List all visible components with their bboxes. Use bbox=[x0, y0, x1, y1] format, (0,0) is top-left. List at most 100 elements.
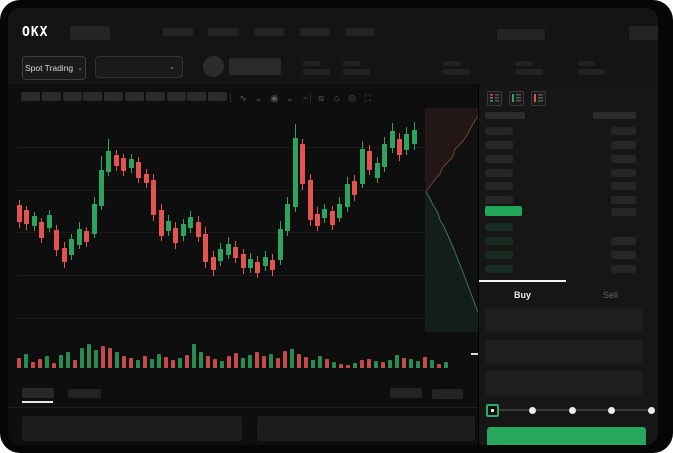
settings-icon[interactable]: ◎ bbox=[348, 93, 357, 103]
total-input-placeholder[interactable] bbox=[485, 371, 643, 395]
order-book-ask-row[interactable] bbox=[485, 182, 513, 190]
price-input-placeholder[interactable] bbox=[485, 309, 643, 331]
timeframe-button-placeholder[interactable] bbox=[145, 92, 165, 101]
bottom-action-placeholder[interactable] bbox=[390, 388, 422, 398]
order-book-bid-row[interactable] bbox=[485, 251, 513, 259]
order-book-ask-row[interactable] bbox=[485, 196, 513, 204]
volume-bar bbox=[73, 360, 77, 368]
chevron-down-icon[interactable]: ⌄ bbox=[254, 93, 263, 103]
slider-stop-dot[interactable] bbox=[648, 406, 655, 414]
order-book-bid-row[interactable] bbox=[485, 223, 513, 231]
fullscreen-icon[interactable]: ⛶ bbox=[364, 93, 371, 103]
candle-body bbox=[337, 204, 343, 218]
bottom-action-placeholder[interactable] bbox=[432, 389, 463, 399]
volume-bar bbox=[220, 361, 224, 368]
slider-stop-dot[interactable] bbox=[528, 406, 536, 414]
nav-item-placeholder[interactable] bbox=[163, 28, 193, 36]
line-tool-icon[interactable]: ~ bbox=[302, 93, 309, 103]
tab-buy[interactable]: Buy bbox=[513, 290, 531, 300]
order-book-bid-row[interactable] bbox=[485, 265, 513, 273]
stat-value-placeholder bbox=[343, 69, 370, 75]
order-book-size-bar[interactable] bbox=[611, 169, 636, 177]
stat-value-placeholder bbox=[303, 69, 330, 75]
amount-slider[interactable] bbox=[479, 402, 658, 418]
timeframe-button-placeholder[interactable] bbox=[83, 92, 103, 101]
order-book-ask-row[interactable] bbox=[485, 155, 513, 163]
bottom-divider bbox=[8, 407, 478, 408]
candle-body bbox=[315, 214, 320, 226]
volume-bar bbox=[423, 357, 427, 368]
logo-adjacent-placeholder bbox=[70, 26, 110, 40]
tab-sell[interactable]: Sell bbox=[602, 290, 618, 300]
bids-only-icon[interactable] bbox=[509, 91, 524, 106]
combined-book-icon[interactable] bbox=[487, 91, 502, 106]
volume-bar bbox=[374, 361, 378, 368]
instrument-type-dropdown[interactable]: Spot Trading ⌄ bbox=[22, 56, 86, 80]
order-book-size-bar[interactable] bbox=[611, 208, 636, 216]
nav-item-placeholder[interactable] bbox=[254, 28, 284, 36]
nav-item-placeholder[interactable] bbox=[300, 28, 330, 36]
okx-logo[interactable]: OKX bbox=[22, 25, 49, 40]
indicators-icon[interactable]: ◉ bbox=[270, 93, 279, 103]
depth-chart-svg bbox=[425, 108, 480, 332]
candle-body bbox=[91, 204, 97, 234]
chart-area[interactable]: ∿ ⌄ ◉ ⌄ ~ ⧅ ⌂ ◎ ⛶ bbox=[8, 84, 480, 445]
volume-bar bbox=[290, 349, 294, 368]
timeframe-button-placeholder[interactable] bbox=[208, 92, 228, 101]
order-book-size-bar[interactable] bbox=[611, 141, 636, 149]
candle-body bbox=[225, 244, 231, 255]
header-action-placeholder[interactable] bbox=[629, 26, 658, 40]
slider-stop-dot[interactable] bbox=[568, 406, 576, 414]
timeframe-button-placeholder[interactable] bbox=[166, 92, 186, 101]
nav-item-placeholder[interactable] bbox=[345, 28, 375, 36]
timeframe-button-placeholder[interactable] bbox=[41, 92, 61, 101]
timeframe-button-placeholder[interactable] bbox=[104, 92, 124, 101]
candle-body bbox=[307, 180, 313, 220]
chevron-down-icon[interactable]: ⌄ bbox=[286, 93, 294, 103]
order-book-size-bar[interactable] bbox=[611, 196, 636, 204]
order-book-size-bar[interactable] bbox=[611, 237, 636, 245]
pair-dropdown[interactable]: ⌄ bbox=[95, 56, 183, 78]
order-book-size-bar[interactable] bbox=[611, 155, 636, 163]
timeframe-button-placeholder[interactable] bbox=[21, 92, 40, 101]
volume-bar bbox=[45, 356, 49, 368]
order-book-size-bar[interactable] bbox=[611, 127, 636, 135]
timeframe-button-placeholder[interactable] bbox=[125, 92, 144, 101]
candle-body bbox=[24, 210, 30, 224]
submit-buy-button[interactable] bbox=[487, 427, 646, 445]
volume-bar bbox=[164, 357, 168, 368]
order-book-size-bar[interactable] bbox=[611, 251, 636, 259]
volume-bar bbox=[66, 352, 70, 368]
volume-bar bbox=[136, 360, 140, 368]
header-action-placeholder[interactable] bbox=[497, 29, 545, 40]
timeframe-button-placeholder[interactable] bbox=[187, 92, 207, 101]
order-book-bid-row[interactable] bbox=[485, 237, 513, 245]
toolbar-divider bbox=[230, 93, 231, 103]
instrument-type-label: Spot Trading bbox=[24, 63, 74, 73]
order-book-ask-row[interactable] bbox=[485, 127, 513, 135]
bottom-tab-placeholder[interactable] bbox=[68, 389, 101, 398]
volume-bar bbox=[444, 362, 448, 368]
chart-type-icon[interactable]: ∿ bbox=[239, 93, 247, 103]
stat-label-placeholder bbox=[443, 61, 460, 66]
order-book-size-bar[interactable] bbox=[611, 265, 636, 273]
volume-bar bbox=[171, 360, 175, 368]
timeframe-button-placeholder[interactable] bbox=[62, 92, 82, 101]
asks-only-icon[interactable] bbox=[531, 91, 546, 106]
order-book-last-price-bar[interactable] bbox=[485, 206, 522, 216]
compare-icon[interactable]: ⧅ bbox=[318, 93, 324, 103]
bottom-tab-placeholder-active[interactable] bbox=[22, 388, 54, 398]
volume-bar bbox=[227, 356, 231, 368]
pair-name-placeholder bbox=[229, 58, 281, 75]
depth-chart[interactable] bbox=[425, 108, 480, 332]
nav-item-placeholder[interactable] bbox=[208, 28, 238, 36]
volume-bar bbox=[213, 359, 217, 368]
amount-input-placeholder[interactable] bbox=[485, 340, 643, 363]
slider-stop-dot[interactable] bbox=[608, 406, 616, 414]
snapshot-icon[interactable]: ⌂ bbox=[333, 93, 340, 103]
order-book-size-bar[interactable] bbox=[611, 182, 636, 190]
order-book-ask-row[interactable] bbox=[485, 141, 513, 149]
order-book-ask-row[interactable] bbox=[485, 169, 513, 177]
candlestick-chart[interactable] bbox=[17, 110, 425, 345]
slider-handle[interactable] bbox=[486, 404, 499, 417]
